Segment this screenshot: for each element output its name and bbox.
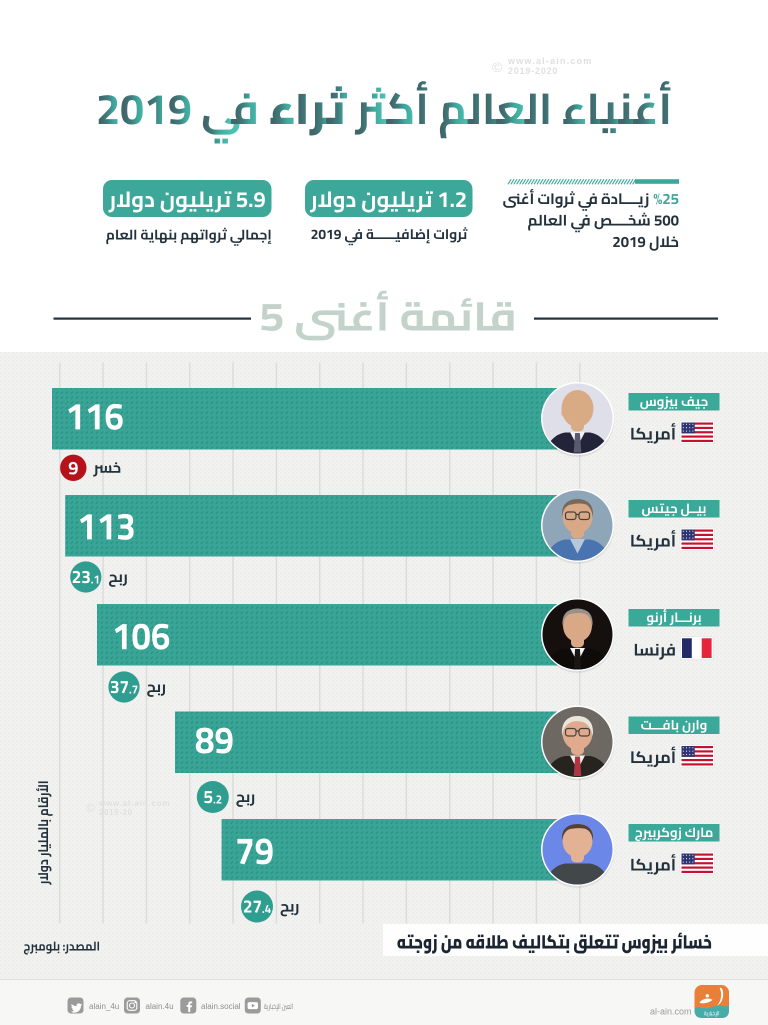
svg-text:2019-20: 2019-20 [99, 808, 133, 817]
svg-text:alain.social: alain.social [201, 1002, 241, 1011]
svg-text:©: © [492, 59, 503, 75]
svg-text:al-ain.com: al-ain.com [650, 1007, 692, 1017]
svg-text:©: © [86, 801, 95, 815]
svg-text:alain.4u: alain.4u [146, 1002, 174, 1011]
svg-text:alain_4u: alain_4u [89, 1002, 119, 1011]
svg-text:www.al-ain.com: www.al-ain.com [507, 56, 592, 66]
svg-text:www.al-ain.com: www.al-ain.com [98, 799, 170, 808]
svg-text:2019-2020: 2019-2020 [508, 66, 558, 76]
